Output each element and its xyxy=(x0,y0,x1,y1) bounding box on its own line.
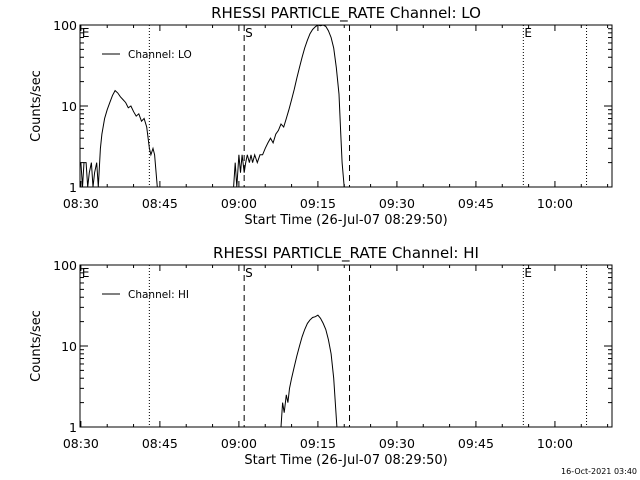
x-tick-label: 09:45 xyxy=(458,436,494,451)
chart-panel-hi: RHESSI PARTICLE_RATE Channel: HI E S E 08:30… xyxy=(29,244,613,468)
x-tick-label: 08:30 xyxy=(63,196,99,211)
x-tick-label: 09:30 xyxy=(379,196,415,211)
marker-label-e: E xyxy=(82,266,90,280)
marker-label-e: E xyxy=(524,26,532,40)
x-tick-label: 10:00 xyxy=(537,196,573,211)
legend-label: Channel: HI xyxy=(128,289,189,301)
x-tick-label: 09:15 xyxy=(300,436,336,451)
marker-label-s: S xyxy=(245,26,253,40)
y-axis-label: Counts/sec xyxy=(29,70,44,142)
y-axis-label: Counts/sec xyxy=(29,310,44,382)
x-tick-label: 08:30 xyxy=(63,436,99,451)
y-tick-label: 1 xyxy=(69,420,77,435)
generation-timestamp: 16-Oct-2021 03:40 xyxy=(561,467,637,476)
x-tick-label: 10:00 xyxy=(537,436,573,451)
series-line-channel-lo xyxy=(80,24,345,188)
x-tick-label: 09:00 xyxy=(221,196,257,211)
x-tick-label: 09:30 xyxy=(379,436,415,451)
x-tick-label: 08:45 xyxy=(142,196,178,211)
x-tick-label: 09:45 xyxy=(458,196,494,211)
y-tick-label: 1 xyxy=(69,180,77,195)
x-tick-label: 08:45 xyxy=(142,436,178,451)
y-tick-label: 10 xyxy=(61,99,77,114)
y-tick-label: 10 xyxy=(61,339,77,354)
marker-label-e: E xyxy=(524,266,532,280)
legend-label: Channel: LO xyxy=(128,49,192,61)
y-tick-label: 100 xyxy=(53,258,77,273)
marker-label-e: E xyxy=(82,26,90,40)
chart-title: RHESSI PARTICLE_RATE Channel: LO xyxy=(211,4,481,23)
series-line-channel-hi xyxy=(280,314,338,428)
chart-panel-lo: RHESSI PARTICLE_RATE Channel: LO E S E 08:30… xyxy=(29,4,613,228)
x-tick-label: 09:15 xyxy=(300,196,336,211)
y-tick-label: 100 xyxy=(53,18,77,33)
x-axis-label: Start Time (26-Jul-07 08:29:50) xyxy=(244,213,447,228)
chart-title: RHESSI PARTICLE_RATE Channel: HI xyxy=(213,244,479,263)
marker-label-s: S xyxy=(245,266,253,280)
plots-layer: RHESSI PARTICLE_RATE Channel: LO E S E 08:30… xyxy=(29,4,613,468)
x-axis-label: Start Time (26-Jul-07 08:29:50) xyxy=(244,453,447,468)
x-tick-label: 09:00 xyxy=(221,436,257,451)
